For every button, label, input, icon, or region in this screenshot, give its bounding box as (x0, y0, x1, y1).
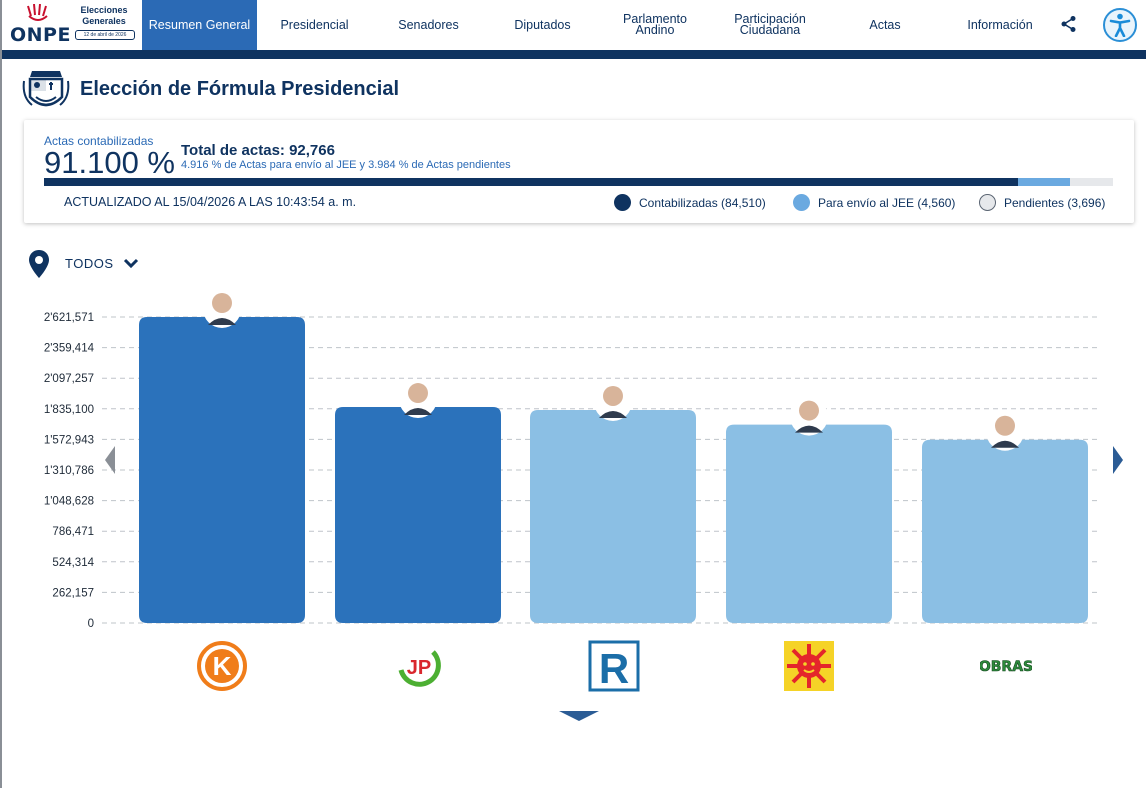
y-tick-label: 1'835,100 (44, 404, 94, 416)
candidate-avatar (408, 383, 428, 404)
legend-label-contabilizadas: Contabilizadas (84,510) (639, 195, 766, 210)
nav-actas[interactable]: Actas (869, 17, 901, 32)
legend-contabilizadas: Contabilizadas (84,510) (614, 194, 766, 211)
share-icon[interactable] (1060, 15, 1078, 33)
onpe-logo[interactable]: ONPE Elecciones Generales 12 de abril de… (7, 4, 135, 46)
nav-participacion-ciudadana[interactable]: Participación Ciudadana (734, 12, 806, 37)
election-title: Elecciones Generales (80, 5, 128, 26)
candidate-avatar-body (991, 440, 1019, 448)
y-tick-label: 2'621,571 (44, 312, 94, 324)
nav-parlamento-andino[interactable]: Parlamento Andino (623, 12, 687, 37)
party-logo-renovacion-popular[interactable]: R (588, 640, 640, 692)
nav-diputados[interactable]: Diputados (514, 17, 571, 32)
bar-renovaci-n-popular (530, 409, 696, 623)
legend-label-pendientes: Pendientes (3,696) (1004, 195, 1106, 210)
candidate-avatar-body (599, 410, 627, 418)
actas-summary-card: Actas contabilizadas 91.100 % Total de a… (24, 120, 1134, 223)
ballot-hand-icon (27, 4, 48, 21)
candidate-avatar (995, 415, 1015, 436)
progress-jee (1017, 178, 1071, 186)
page-title: Elección de Fórmula Presidencial (80, 78, 400, 100)
y-tick-label: 1'048,628 (44, 496, 94, 508)
main-nav: Resumen General Presidencial Senadores D… (142, 0, 1060, 50)
chevron-down-icon[interactable] (123, 256, 139, 270)
y-tick-label: 524,314 (52, 557, 94, 569)
candidate-avatar (799, 400, 819, 421)
legend-pendientes: Pendientes (3,696) (979, 194, 1105, 211)
carousel-next-arrow[interactable] (1112, 445, 1124, 475)
bar-juntos-por-el-per- (335, 407, 501, 623)
party-logo-text-4: OBRAS (980, 659, 1032, 675)
actas-label: Actas contabilizadas (44, 134, 154, 148)
progress-contabilizadas (44, 178, 1018, 186)
national-shield-icon (22, 71, 70, 107)
party-logo-juntos-por-el-peru[interactable]: JP (393, 640, 445, 692)
top-navbar: ONPE Elecciones Generales 12 de abril de… (2, 0, 1146, 50)
candidate-avatar-body (404, 408, 432, 416)
carousel-prev-arrow[interactable] (104, 445, 116, 475)
party-logo-fuerza-popular[interactable]: K (196, 640, 248, 692)
party-logo-text-2: R (599, 645, 629, 692)
nav-informacion[interactable]: Información (967, 17, 1033, 32)
updated-timestamp: ACTUALIZADO AL 15/04/2026 A LAS 10:43:54… (64, 195, 357, 209)
legend-dot-pendientes (979, 194, 996, 211)
candidate-avatar-body (208, 318, 236, 325)
y-tick-label: 2'359,414 (44, 343, 95, 355)
candidate-avatar-body (795, 425, 823, 433)
nav-presidencial[interactable]: Presidencial (280, 17, 349, 32)
scroll-down-arrow[interactable] (559, 711, 599, 721)
y-tick-label: 0 (88, 618, 94, 630)
onpe-brand: ONPE (10, 24, 71, 46)
party-logo-text-0: K (213, 651, 232, 681)
region-filter[interactable]: TODOS (65, 256, 114, 271)
candidate-avatar (603, 385, 623, 406)
legend-label-jee: Para envío al JEE (4,560) (818, 195, 956, 210)
legend-dot-jee (793, 194, 810, 211)
actas-breakdown: 4.916 % de Actas para envío al JEE y 3.9… (181, 159, 511, 171)
party-logo-sun[interactable] (783, 640, 835, 692)
y-tick-label: 262,157 (52, 587, 94, 599)
candidate-avatar (212, 293, 232, 313)
nav-stripe (2, 50, 1146, 59)
party-logo-text-1: JP (407, 657, 431, 679)
location-pin-icon (29, 250, 49, 278)
legend-dot-contabilizadas (614, 194, 631, 211)
y-tick-label: 786,471 (52, 526, 94, 538)
actas-percentage: 91.100 % (44, 145, 175, 180)
y-tick-label: 2'097,257 (44, 373, 94, 385)
election-date: 12 de abril de 2026 (75, 30, 135, 40)
actas-progress-bar (44, 178, 1113, 186)
presidential-results-chart: 0 262,157 524,314 786,471 1'048,628 1'310,786… (44, 290, 1100, 630)
nav-resumen-general[interactable]: Resumen General (142, 0, 257, 50)
party-logo-obras[interactable]: OBRAS (980, 640, 1032, 692)
accessibility-button[interactable] (1103, 8, 1137, 42)
bar-fuerza-popular (139, 317, 305, 623)
nav-senadores[interactable]: Senadores (398, 17, 459, 32)
progress-pendientes (1070, 178, 1113, 186)
bar-obras (922, 439, 1088, 623)
y-tick-label: 1'572,943 (44, 434, 94, 446)
bar-partido-pol-tico-per-primero (726, 424, 892, 623)
legend-jee: Para envío al JEE (4,560) (793, 194, 955, 211)
accessibility-icon (1109, 13, 1131, 37)
total-actas: Total de actas: 92,766 (181, 142, 335, 159)
y-tick-label: 1'310,786 (44, 465, 94, 477)
